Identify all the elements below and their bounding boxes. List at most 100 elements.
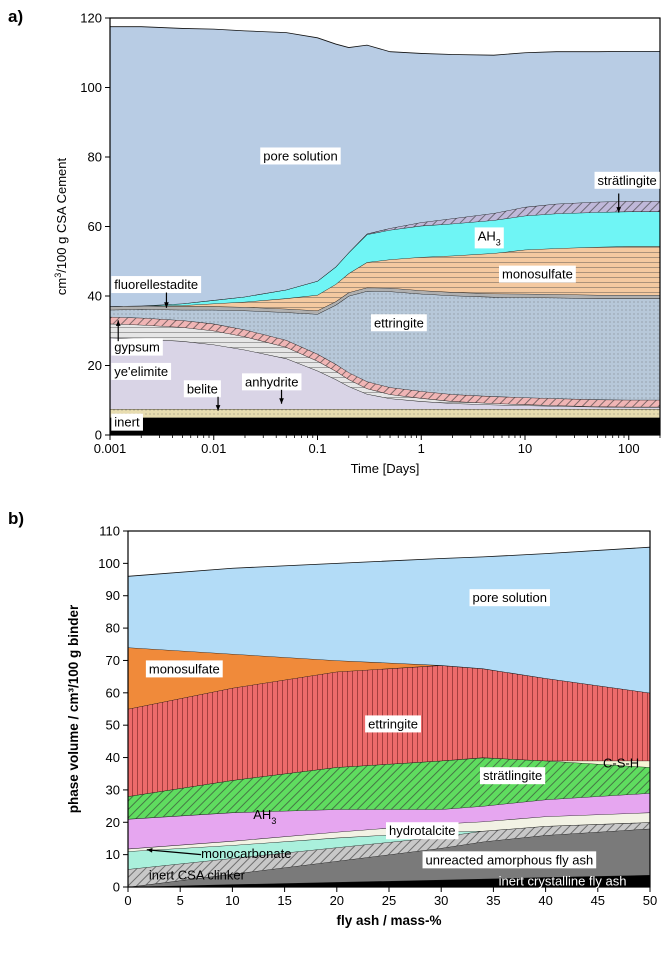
a-label-str-tlingite: strätlingite	[594, 171, 660, 189]
b-label-unreacted-amorphous-fly-ash: unreacted amorphous fly ash	[422, 851, 597, 869]
b-xtick-label: 35	[486, 893, 500, 908]
b-ytick-label: 50	[106, 718, 120, 733]
a-label-text-monosulfate: monosulfate	[502, 267, 573, 282]
b-label-monocarbonate: monocarbonate	[201, 846, 291, 861]
a-area-monosulfate-pattern	[110, 246, 660, 311]
b-ytick-label: 90	[106, 588, 120, 603]
a-label-text-ah: AH3	[478, 228, 501, 247]
b-label-text-monocarbonate: monocarbonate	[201, 846, 291, 861]
a-xtick-label: 0.01	[201, 441, 226, 456]
panel-a-arrows	[115, 193, 622, 411]
a-label-ye-elimite: ye'elimite	[111, 362, 172, 380]
b-xtick-label: 15	[277, 893, 291, 908]
a-label-text-str-tlingite: strätlingite	[598, 173, 657, 188]
a-label-box	[183, 380, 221, 398]
a-area-str-tlingite-pattern	[110, 201, 660, 307]
panel-a-areas	[109, 26, 660, 435]
a-label-box	[111, 362, 172, 380]
a-label-text-pore-solution: pore solution	[263, 148, 337, 163]
a-xtick-label: 100	[618, 441, 640, 456]
b-area-inert-csa-clinker-pattern	[128, 822, 650, 887]
b-ytick-label: 80	[106, 621, 120, 636]
a-label-text-ye-elimite: ye'elimite	[114, 364, 168, 379]
a-label-belite: belite	[183, 380, 221, 398]
panel-b-arrows	[146, 847, 202, 856]
a-label-ah: AH3	[474, 227, 504, 249]
panel-b-labels: pore solution monosulfate ettringite C-S-H s…	[145, 589, 639, 889]
a-label-text-gypsum: gypsum	[114, 340, 160, 355]
b-area-monocarbonate	[128, 822, 650, 870]
a-label-text-belite: belite	[187, 381, 218, 396]
b-xtick-label: 25	[382, 893, 396, 908]
panel-a-xlabel: Time [Days]	[351, 461, 420, 476]
b-label-box	[145, 660, 223, 678]
b-ytick-label: 10	[106, 847, 120, 862]
b-ytick-label: 30	[106, 782, 120, 797]
a-label-box	[111, 413, 143, 431]
a-label-anhydrite: anhydrite	[241, 373, 302, 391]
a-label-box	[370, 314, 427, 332]
panel-b: b) 0 5 10 15 20 25 30 35 40 45 50 0 10 20 30 40 50 60 70 80…	[8, 509, 657, 928]
a-label-text-anhydrite: anhydrite	[245, 374, 298, 389]
b-ytick-label: 100	[98, 556, 120, 571]
b-ytick-label: 60	[106, 685, 120, 700]
a-ytick-label: 100	[80, 80, 102, 95]
a-label-text-ettringite: ettringite	[374, 315, 424, 330]
a-ytick-label: 0	[95, 428, 102, 443]
b-area-monosulfate	[128, 647, 650, 709]
b-ytick-label: 0	[113, 880, 120, 895]
a-area-belite-pattern	[110, 408, 660, 418]
a-label-box	[260, 147, 341, 165]
panel-b-tag: b)	[8, 509, 24, 528]
a-label-text-inert: inert	[114, 415, 140, 430]
a-label-text-fluorellestadite: fluorellestadite	[114, 277, 198, 292]
panel-b-ticks: 0 5 10 15 20 25 30 35 40 45 50 0 10 20 30 40 50 60 70 80 90 1…	[98, 524, 657, 909]
panel-a-tag: a)	[8, 7, 23, 26]
b-area-pore-solution	[128, 547, 650, 693]
b-area-unreacted-amorphous-fly-ash	[128, 828, 650, 887]
a-label-box	[111, 276, 202, 294]
panel-a-ylabel: cm3/100 g CSA Cement	[53, 157, 69, 295]
a-ytick-label: 60	[88, 219, 102, 234]
b-xtick-label: 50	[643, 893, 657, 908]
b-ytick-label: 110	[99, 524, 120, 539]
b-label-text-inert-crystalline-fly-ash: inert crystalline fly ash	[499, 874, 627, 889]
b-ytick-label: 40	[106, 750, 120, 765]
a-label-box	[241, 373, 302, 391]
b-label-box	[479, 767, 546, 785]
a-ytick-label: 40	[88, 289, 102, 304]
panel-a-labels: pore solution strätlingite AH3 monosulfate f…	[111, 147, 660, 431]
b-arrow-monocarbonate	[146, 847, 202, 856]
a-area-inert	[110, 417, 660, 435]
a-xtick-label: 1	[418, 441, 425, 456]
a-label-pore-solution: pore solution	[260, 147, 341, 165]
b-label-pore-solution: pore solution	[469, 589, 550, 607]
b-xtick-label: 20	[330, 893, 344, 908]
a-area-pore-solution	[110, 26, 660, 307]
panel-a-ylabel-part2: /100 g CSA Cement	[54, 157, 69, 272]
a-label-fluorellestadite: fluorellestadite	[111, 276, 202, 294]
panel-a: a) 0.001 0.01 0.1 1 10 100 0 20 40 60 80 100 120 por…	[8, 7, 661, 476]
b-ytick-label: 70	[106, 653, 120, 668]
b-label-text-monosulfate: monosulfate	[149, 661, 220, 676]
a-label-box	[474, 227, 504, 249]
b-label-str-tlingite: strätlingite	[479, 767, 546, 785]
a-label-gypsum: gypsum	[111, 338, 163, 356]
a-label-ettringite: ettringite	[370, 314, 427, 332]
b-ytick-label: 20	[106, 815, 120, 830]
b-xtick-label: 45	[591, 893, 605, 908]
b-label-c-s-h: C-S-H	[603, 755, 639, 770]
b-label-text-ettringite: ettringite	[368, 716, 418, 731]
b-xtick-label: 10	[225, 893, 239, 908]
b-label-hydrotalcite: hydrotalcite	[386, 822, 459, 840]
b-xtick-label: 40	[538, 893, 552, 908]
b-label-text-ah: AH3	[253, 807, 276, 826]
b-area-pore-solution-boundary	[127, 546, 651, 577]
b-label-text-inert-csa-clinker: inert CSA clinker	[149, 868, 246, 883]
b-label-text-c-s-h: C-S-H	[603, 755, 639, 770]
a-label-monosulfate: monosulfate	[498, 265, 576, 283]
a-arrow-stratlingite	[616, 193, 622, 213]
b-label-ettringite: ettringite	[365, 715, 421, 733]
a-area-gypsum-pattern	[110, 316, 660, 407]
